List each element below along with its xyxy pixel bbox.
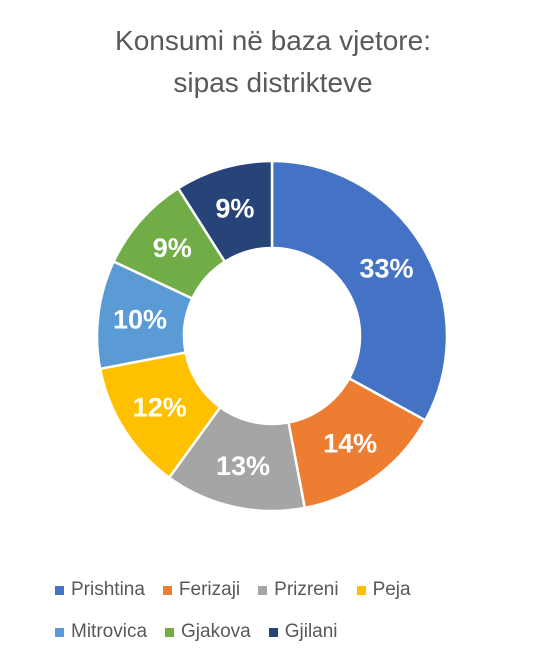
legend-item-prishtina: Prishtina [55, 579, 145, 601]
data-label-prizreni: 13% [216, 451, 270, 481]
legend-item-ferizaji: Ferizaji [162, 579, 241, 601]
legend: Prishtina Ferizaji Prizreni Peja Mitrovica Gj… [55, 576, 515, 660]
legend-swatch [268, 627, 278, 637]
data-label-ferizaji: 14% [323, 429, 377, 459]
legend-item-gjakova: Gjakova [165, 621, 251, 643]
data-labels: 33% 14% 13% 12% 10% 9% 9% [113, 193, 413, 481]
donut-chart: 33% 14% 13% 12% 10% 9% 9% [95, 159, 449, 513]
chart-title-line-2: sipas distrikteve [173, 67, 373, 98]
data-label-gjakova: 9% [153, 233, 192, 263]
legend-swatch [162, 585, 172, 595]
data-label-peja: 12% [133, 392, 187, 422]
legend-label: Peja [372, 579, 411, 600]
legend-swatch [258, 585, 268, 595]
legend-label: Ferizaji [178, 579, 241, 600]
donut-slices [95, 159, 449, 513]
legend-swatch [356, 585, 366, 595]
legend-item-gjilani: Gjilani [268, 621, 338, 643]
donut-slice-prishtina [270, 159, 449, 423]
legend-label: Prizreni [274, 579, 339, 600]
donut-slice-gjilani [176, 159, 274, 264]
legend-label: Gjilani [284, 621, 338, 642]
chart-title-line-1: Konsumi në baza vjetore: [115, 25, 431, 56]
legend-row: Mitrovica Gjakova Gjilani [55, 618, 515, 646]
legend-swatch [165, 627, 175, 637]
legend-row: Prishtina Ferizaji Prizreni Peja [55, 576, 515, 604]
data-label-prishtina: 33% [359, 253, 413, 283]
legend-swatch [55, 627, 64, 637]
data-label-mitrovica: 10% [113, 304, 167, 334]
legend-label: Gjakova [181, 621, 251, 642]
chart-title: Konsumi në baza vjetore: sipas distrikte… [0, 20, 546, 104]
legend-item-peja: Peja [356, 579, 411, 601]
legend-swatch [55, 585, 64, 595]
data-label-gjilani: 9% [215, 193, 254, 223]
legend-item-mitrovica: Mitrovica [55, 621, 147, 643]
legend-label: Mitrovica [71, 621, 148, 642]
legend-label: Prishtina [71, 579, 145, 600]
legend-item-prizreni: Prizreni [258, 579, 339, 601]
